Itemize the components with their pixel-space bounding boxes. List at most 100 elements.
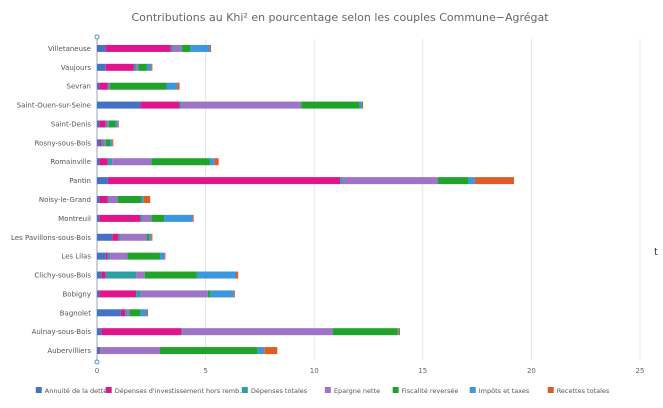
category-label: Noisy-le-Grand — [39, 196, 91, 204]
bar-segment — [181, 101, 302, 109]
bar-segment — [99, 214, 141, 222]
bar-segment — [398, 328, 400, 336]
bar-segment — [166, 82, 178, 90]
bar-segment — [133, 63, 137, 71]
category-label: Saint-Ouen-sur-Seine — [17, 102, 91, 110]
bar-segment — [112, 233, 119, 241]
bar-segment — [97, 158, 100, 166]
bar-segment — [107, 252, 111, 260]
legend-swatch — [324, 387, 331, 393]
bar-segment — [342, 177, 439, 185]
bar-segment — [105, 63, 134, 71]
bar-segment — [99, 290, 137, 298]
bar-segment — [107, 158, 113, 166]
axis-handle-top — [94, 34, 100, 40]
bar-segment — [108, 82, 111, 90]
chart-bars — [97, 44, 515, 355]
bar-segment — [105, 44, 171, 52]
bar-segment — [140, 290, 208, 298]
bar-segment — [97, 271, 102, 279]
legend-swatch — [241, 387, 248, 393]
bar-segment — [129, 309, 141, 317]
bar-segment — [438, 177, 469, 185]
bar-segment — [103, 139, 106, 147]
stray-text-fragment: t — [654, 247, 658, 258]
bar-segment — [196, 271, 237, 279]
bar-segment — [359, 101, 362, 109]
bar-segment — [97, 328, 102, 336]
bar-segment — [115, 120, 118, 128]
bar-segment — [97, 63, 106, 71]
bar-segment — [140, 309, 147, 317]
bar-segment — [146, 233, 150, 241]
category-label: Les Pavillons-sous-Bois — [11, 234, 91, 242]
bar-segment — [112, 158, 152, 166]
bar-segment — [108, 196, 118, 203]
bar-segment — [170, 44, 174, 52]
bar-segment — [164, 214, 193, 222]
category-label: Saint-Denis — [51, 120, 91, 128]
bar-segment — [151, 214, 165, 222]
bar-segment — [151, 233, 153, 241]
bar-segment — [474, 177, 515, 185]
bar-segment — [107, 177, 341, 185]
bar-segment — [110, 82, 167, 90]
legend-item: Impôts et taxes — [469, 387, 530, 395]
legend-item: Recettes totales — [547, 387, 610, 395]
bar-segment — [361, 101, 364, 109]
bar-segment — [107, 120, 109, 128]
bar-segment — [136, 63, 139, 71]
bar-segment — [108, 120, 116, 128]
bar-segment — [101, 271, 106, 279]
bar-segment — [140, 214, 143, 222]
bar-segment — [97, 101, 141, 109]
category-label: Sevran — [67, 83, 92, 91]
x-tick-label: 25 — [636, 367, 645, 375]
category-label: Villetaneuse — [48, 45, 91, 53]
bar-segment — [181, 328, 183, 336]
legend-swatch — [105, 387, 112, 393]
category-label: Bobigny — [63, 290, 92, 298]
legend-label: Fiscalité reversée — [402, 387, 459, 395]
bar-segment — [340, 177, 343, 185]
bar-segment — [97, 82, 100, 90]
x-tick-label: 5 — [203, 367, 207, 375]
chart-legend: Annuité de la dette Dépenses d'investisse… — [35, 387, 610, 395]
bar-segment — [397, 328, 399, 336]
bar-segment — [159, 252, 165, 260]
bar-segment — [97, 290, 100, 298]
bar-segment — [190, 44, 210, 52]
bar-segment — [120, 309, 126, 317]
bar-segment — [138, 63, 147, 71]
legend-label: Dépenses totales — [251, 387, 308, 395]
bar-segment — [127, 252, 160, 260]
bar-segment — [207, 290, 210, 298]
bar-segment — [99, 139, 102, 147]
bar-segment — [136, 271, 145, 279]
category-label: Aubervilliers — [47, 347, 91, 355]
bar-segment — [140, 101, 180, 109]
legend-item: Dépenses totales — [241, 387, 308, 395]
legend-label: Epargne nette — [334, 387, 380, 395]
bar-segment — [181, 44, 191, 52]
category-label: Pantin — [69, 177, 91, 185]
bar-segment — [97, 252, 106, 260]
bar-segment — [101, 139, 104, 147]
bar-segment — [468, 177, 475, 185]
bar-segment — [99, 158, 108, 166]
chart-gridlines — [94, 34, 641, 365]
bar-segment — [146, 309, 149, 317]
bar-segment — [110, 139, 113, 147]
bar-segment — [112, 139, 114, 147]
bar-segment — [99, 347, 101, 355]
bar-segment — [101, 347, 160, 355]
category-label: Aulnay-sous-Bois — [32, 328, 92, 336]
bar-segment — [97, 139, 100, 147]
legend-item: Fiscalité reversée — [392, 387, 459, 395]
bar-segment — [97, 177, 108, 185]
legend-label: Dépenses d'investissement hors remb. — [115, 387, 242, 395]
legend-swatch — [35, 387, 42, 393]
bar-segment — [105, 252, 108, 260]
bar-segment — [141, 196, 144, 203]
bar-segment — [97, 233, 113, 241]
